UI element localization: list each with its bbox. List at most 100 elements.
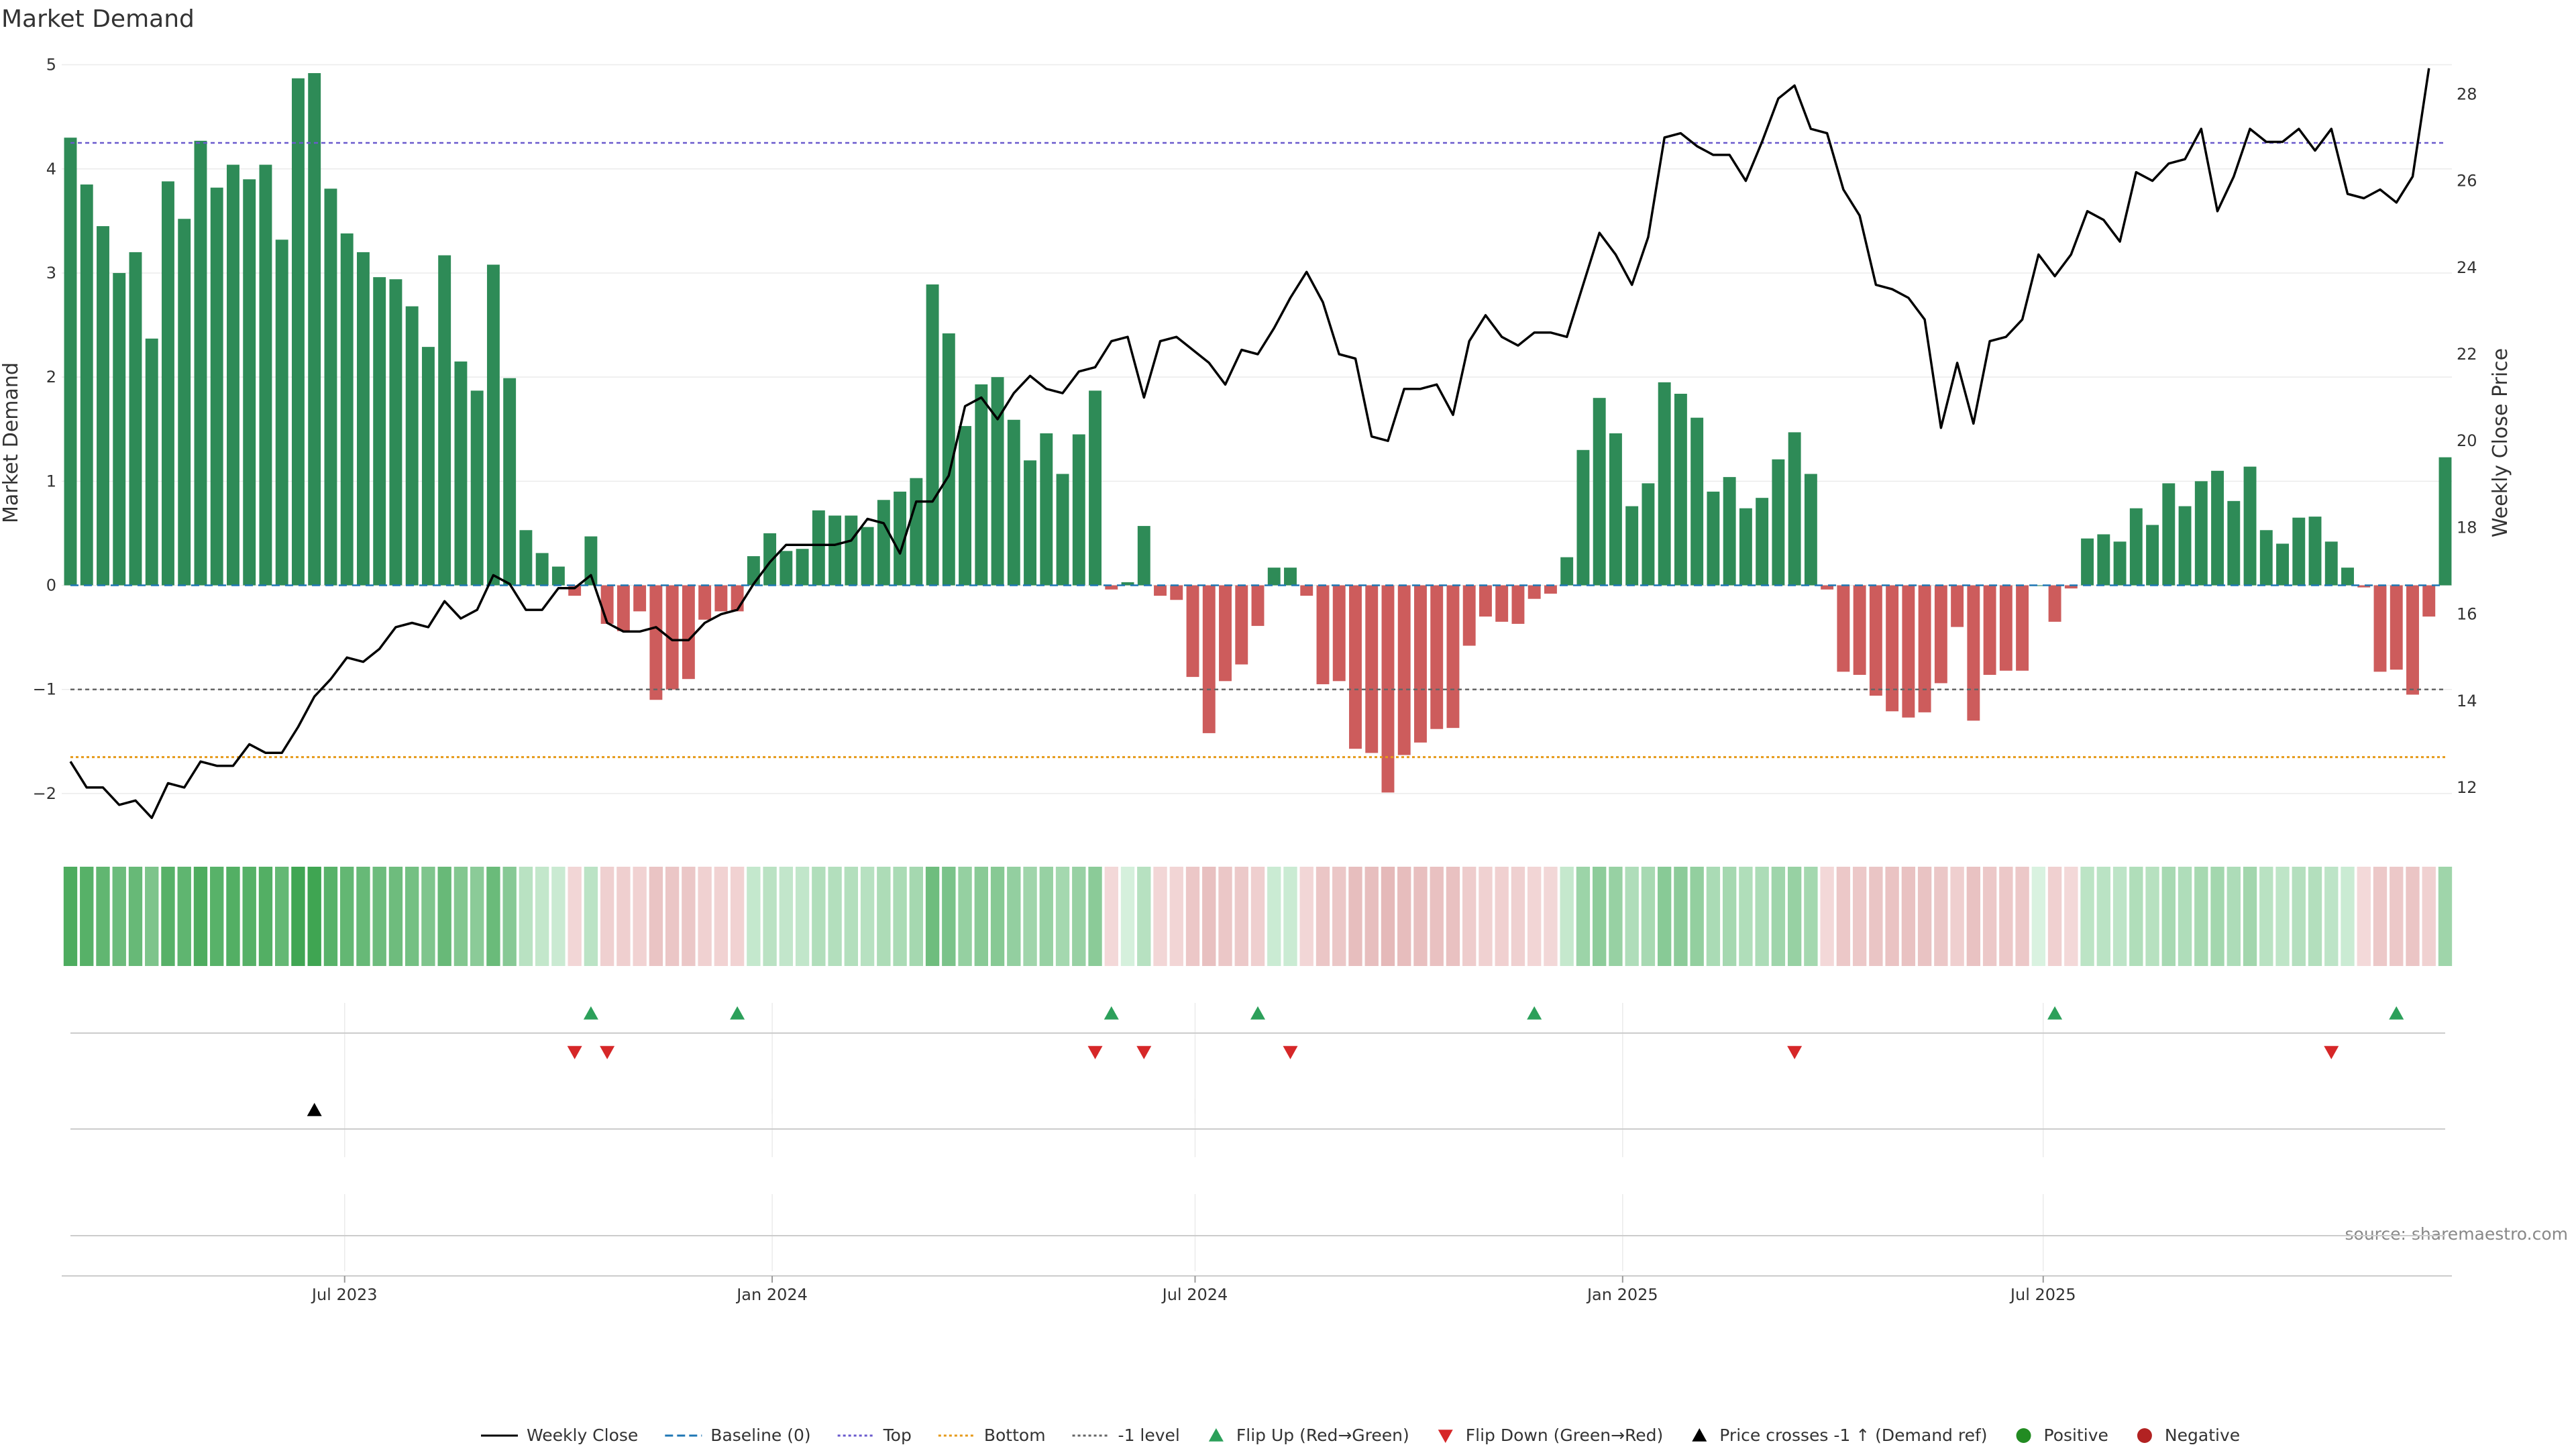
flip-up-marker bbox=[1104, 1006, 1119, 1020]
positive-demand-bar bbox=[1576, 449, 1590, 586]
heat-cell bbox=[1072, 867, 1086, 966]
left-tick-label: 4 bbox=[46, 160, 56, 178]
heat-cell bbox=[2129, 867, 2143, 966]
flip-up-marker bbox=[2047, 1006, 2063, 1020]
right-axis-ticks: 12 14 16 18 20 22 24 26 28 bbox=[2457, 85, 2477, 797]
negative-demand-bar bbox=[1219, 585, 1232, 682]
positive-demand-bar bbox=[1007, 419, 1020, 586]
heat-cell bbox=[1966, 867, 1981, 966]
heat-cell bbox=[779, 867, 794, 966]
negative-demand-bar bbox=[714, 585, 728, 612]
heat-cell bbox=[633, 867, 647, 966]
heat-cell bbox=[242, 867, 256, 966]
heat-cell bbox=[1852, 867, 1867, 966]
demand-heat-strip bbox=[63, 867, 2453, 966]
right-tick-label: 22 bbox=[2457, 345, 2477, 364]
heat-cell bbox=[1592, 867, 1607, 966]
heat-cell bbox=[519, 867, 533, 966]
heat-cell bbox=[291, 867, 305, 966]
legend-label: Positive bbox=[2044, 1426, 2108, 1445]
x-tick-label: Jan 2024 bbox=[735, 1285, 808, 1304]
positive-demand-bar bbox=[1788, 432, 1801, 586]
legend-swatch bbox=[1208, 1428, 1224, 1442]
positive-demand-bar bbox=[2276, 543, 2289, 586]
heat-cell bbox=[1446, 867, 1460, 966]
negative-demand-bar bbox=[1332, 585, 1346, 682]
positive-demand-bar bbox=[975, 384, 988, 586]
negative-demand-bar bbox=[2406, 585, 2419, 695]
heat-cell bbox=[698, 867, 712, 966]
flip-down-marker bbox=[567, 1046, 582, 1059]
heat-cell bbox=[2210, 867, 2224, 966]
heat-cell bbox=[2096, 867, 2111, 966]
heat-cell bbox=[2357, 867, 2371, 966]
heat-cell bbox=[275, 867, 289, 966]
negative-demand-bar bbox=[1300, 585, 1313, 596]
heat-cell bbox=[1657, 867, 1672, 966]
heat-cell bbox=[1202, 867, 1216, 966]
demand-bars bbox=[64, 72, 2452, 793]
negative-demand-bar bbox=[682, 585, 695, 680]
positive-demand-bar bbox=[861, 527, 874, 586]
positive-demand-bar bbox=[1723, 477, 1736, 586]
positive-demand-bar bbox=[1121, 582, 1134, 586]
heat-cell bbox=[1917, 867, 1932, 966]
heat-cell bbox=[990, 867, 1005, 966]
heat-cell bbox=[1299, 867, 1313, 966]
heat-cell bbox=[226, 867, 240, 966]
negative-demand-bar bbox=[1495, 585, 1509, 622]
flip-signals-panel bbox=[70, 1003, 2445, 1114]
heat-cell bbox=[860, 867, 875, 966]
negative-demand-bar bbox=[1105, 585, 1118, 590]
negative-demand-bar bbox=[1479, 585, 1492, 617]
heat-cell bbox=[1039, 867, 1053, 966]
positive-demand-bar bbox=[2129, 508, 2143, 586]
heat-cell bbox=[1560, 867, 1574, 966]
heat-cell bbox=[1901, 867, 1916, 966]
positive-demand-bar bbox=[747, 556, 760, 586]
negative-demand-bar bbox=[1170, 585, 1183, 600]
heat-cell bbox=[1641, 867, 1656, 966]
heat-cell bbox=[1348, 867, 1362, 966]
positive-demand-bar bbox=[340, 233, 354, 586]
left-tick-label: −1 bbox=[33, 680, 56, 699]
heat-cell bbox=[1706, 867, 1721, 966]
negative-demand-bar bbox=[600, 585, 614, 624]
heat-cell bbox=[1544, 867, 1558, 966]
chart-title: Market Demand bbox=[1, 5, 195, 33]
negative-demand-bar bbox=[2357, 585, 2371, 588]
positive-demand-bar bbox=[243, 179, 256, 586]
heat-cell bbox=[1007, 867, 1021, 966]
legend-label: Negative bbox=[2165, 1426, 2240, 1445]
legend-swatch bbox=[1692, 1428, 1707, 1442]
right-tick-label: 28 bbox=[2457, 85, 2477, 103]
heat-cell bbox=[1690, 867, 1704, 966]
negative-demand-bar bbox=[731, 585, 744, 612]
heat-cell bbox=[1771, 867, 1786, 966]
positive-demand-bar bbox=[877, 500, 890, 586]
positive-demand-bar bbox=[275, 239, 288, 586]
positive-demand-bar bbox=[812, 510, 825, 586]
heat-cell bbox=[1316, 867, 1330, 966]
positive-demand-bar bbox=[2194, 481, 2208, 586]
positive-demand-bar bbox=[97, 226, 109, 586]
heat-cell bbox=[2308, 867, 2322, 966]
right-tick-label: 12 bbox=[2457, 778, 2477, 797]
heat-cell bbox=[1511, 867, 1525, 966]
heat-cell bbox=[2031, 867, 2046, 966]
positive-demand-bar bbox=[470, 390, 484, 586]
heat-cell bbox=[1364, 867, 1379, 966]
heat-cell bbox=[551, 867, 566, 966]
positive-demand-bar bbox=[2243, 466, 2257, 586]
heat-cell bbox=[502, 867, 517, 966]
flip-up-marker bbox=[2389, 1006, 2404, 1020]
heat-cell bbox=[1234, 867, 1248, 966]
flip-up-marker bbox=[1527, 1006, 1542, 1020]
heat-cell bbox=[1218, 867, 1232, 966]
positive-demand-bar bbox=[178, 219, 191, 586]
legend: Weekly Close Baseline (0) Top Bottom -1 leve… bbox=[481, 1426, 2240, 1445]
price-cross-panel bbox=[70, 1099, 2445, 1157]
positive-demand-bar bbox=[2292, 517, 2306, 586]
flip-up-marker bbox=[730, 1006, 745, 1020]
